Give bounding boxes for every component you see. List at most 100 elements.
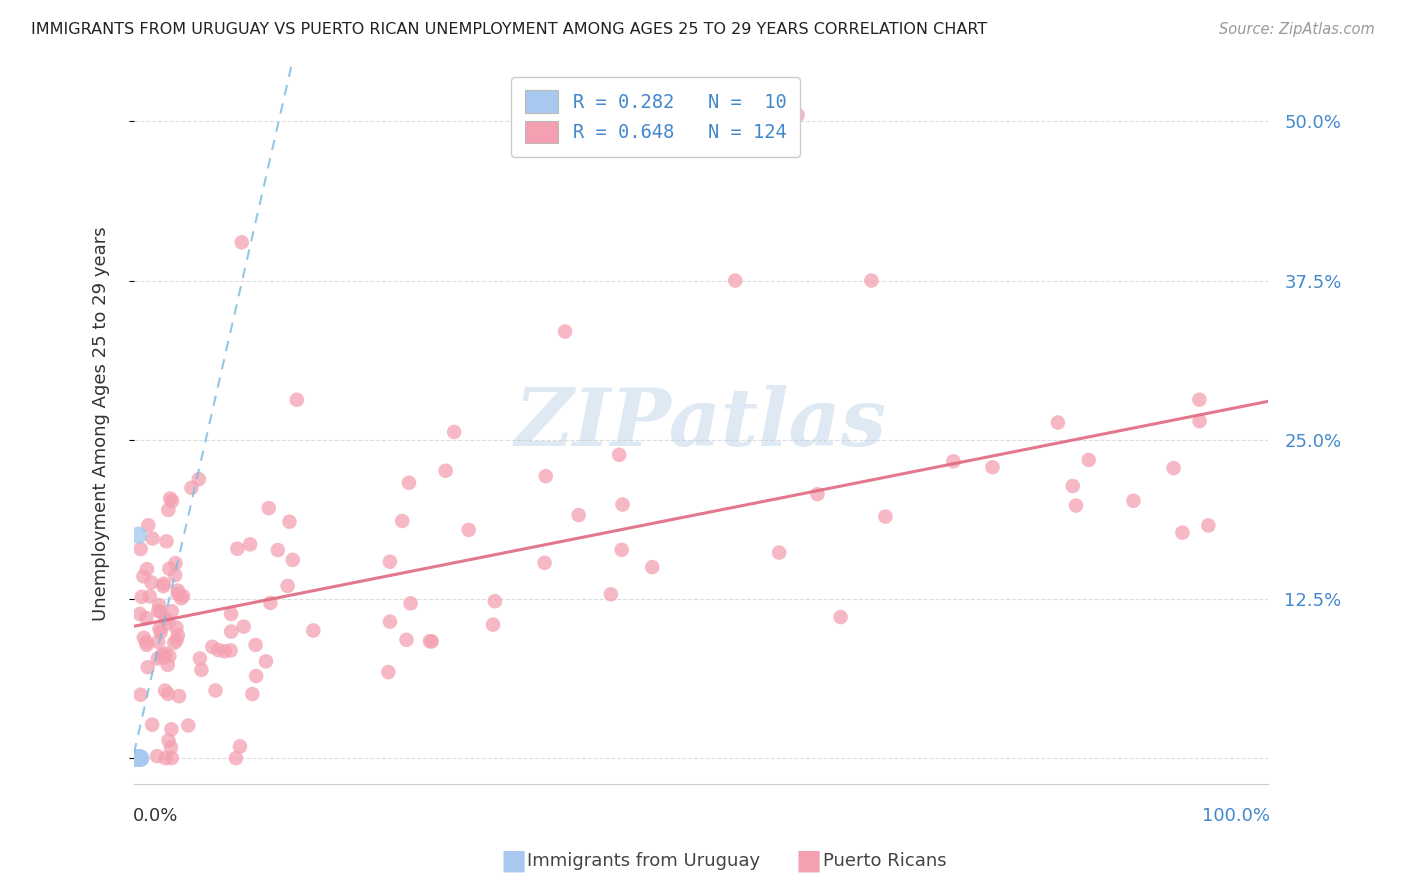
Point — [172, 589, 194, 603]
Point — [150, 648, 173, 662]
Point — [534, 469, 557, 483]
Point — [612, 498, 634, 512]
Point — [127, 528, 149, 542]
Point — [131, 590, 153, 604]
Point — [155, 612, 177, 626]
Point — [155, 751, 177, 765]
Point — [190, 663, 212, 677]
Point — [141, 575, 163, 590]
Point — [554, 325, 576, 339]
Point — [136, 518, 159, 533]
Point — [167, 689, 190, 703]
Point — [129, 688, 152, 702]
Point — [132, 631, 155, 645]
Text: 0.0%: 0.0% — [132, 806, 179, 824]
Point — [229, 739, 252, 754]
Point — [124, 751, 146, 765]
Point — [484, 594, 506, 608]
Point — [1188, 414, 1211, 428]
Point — [146, 749, 169, 764]
Point — [148, 598, 170, 612]
Point — [128, 751, 150, 765]
Point — [141, 532, 163, 546]
Point — [378, 555, 401, 569]
Point — [165, 568, 187, 582]
Point — [443, 425, 465, 439]
Point — [159, 491, 181, 506]
Point — [187, 472, 209, 486]
Point — [1046, 416, 1069, 430]
Point — [1188, 392, 1211, 407]
Point — [160, 604, 183, 618]
Point — [160, 751, 183, 765]
Point — [419, 634, 441, 648]
Point — [152, 579, 174, 593]
Point — [157, 616, 180, 631]
Point — [167, 628, 190, 642]
Point — [125, 751, 148, 765]
Point — [180, 481, 202, 495]
Point — [135, 562, 157, 576]
Text: 100.0%: 100.0% — [1202, 806, 1270, 824]
Point — [1122, 493, 1144, 508]
Point — [149, 625, 172, 640]
Text: Source: ZipAtlas.com: Source: ZipAtlas.com — [1219, 22, 1375, 37]
Point — [163, 636, 186, 650]
Point — [152, 650, 174, 665]
Point — [398, 475, 420, 490]
Point — [167, 583, 190, 598]
Point — [786, 108, 808, 122]
Point — [135, 611, 157, 625]
Point — [166, 621, 188, 635]
Point — [127, 751, 149, 765]
Point — [641, 560, 664, 574]
Point — [607, 448, 630, 462]
Point — [231, 235, 253, 250]
Point — [239, 537, 262, 551]
Point — [149, 605, 172, 619]
Point — [245, 638, 267, 652]
Point — [188, 651, 211, 665]
Point — [219, 607, 242, 621]
Point — [170, 591, 193, 606]
Point — [875, 509, 897, 524]
Point — [128, 751, 150, 765]
Point — [148, 635, 170, 649]
Point — [377, 665, 399, 680]
Point — [136, 660, 159, 674]
Point — [285, 392, 308, 407]
Point — [139, 590, 162, 604]
Point — [129, 607, 152, 621]
Point — [399, 596, 422, 610]
Point — [166, 587, 188, 601]
Point — [278, 515, 301, 529]
Point — [156, 657, 179, 672]
Point — [568, 508, 591, 522]
Point — [153, 683, 176, 698]
Point — [207, 643, 229, 657]
Point — [232, 620, 254, 634]
Point — [533, 556, 555, 570]
Point — [135, 638, 157, 652]
Point — [226, 541, 249, 556]
Point — [219, 624, 242, 639]
Point — [157, 687, 180, 701]
Point — [157, 733, 180, 747]
Text: ■: ■ — [796, 847, 821, 875]
Point — [129, 751, 152, 765]
Point — [806, 487, 828, 501]
Point — [135, 635, 157, 649]
Point — [148, 604, 170, 618]
Point — [378, 615, 401, 629]
Point — [127, 751, 149, 765]
Point — [768, 545, 790, 559]
Point — [160, 740, 183, 755]
Point — [395, 632, 418, 647]
Text: ■: ■ — [501, 847, 526, 875]
Text: ZIPatlas: ZIPatlas — [515, 385, 887, 463]
Point — [132, 569, 155, 583]
Point — [129, 542, 152, 557]
Point — [600, 587, 623, 601]
Point — [420, 634, 443, 648]
Point — [942, 454, 965, 468]
